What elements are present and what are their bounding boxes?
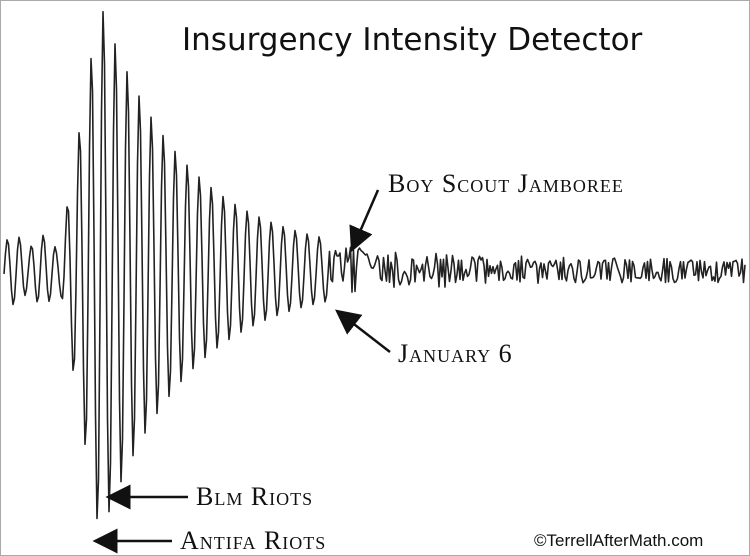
annotation: Boy Scout Jamboree xyxy=(388,169,624,198)
arrow xyxy=(349,189,380,253)
title: Insurgency Intensity Detector xyxy=(182,22,643,58)
arrow xyxy=(335,309,391,353)
seismograph-trace xyxy=(3,10,746,520)
annotation: Blm Riots xyxy=(196,482,313,511)
annotation: Antifa Riots xyxy=(180,526,326,555)
annotation: January 6 xyxy=(398,339,513,368)
credit: ©TerrellAfterMath.com xyxy=(534,531,703,550)
